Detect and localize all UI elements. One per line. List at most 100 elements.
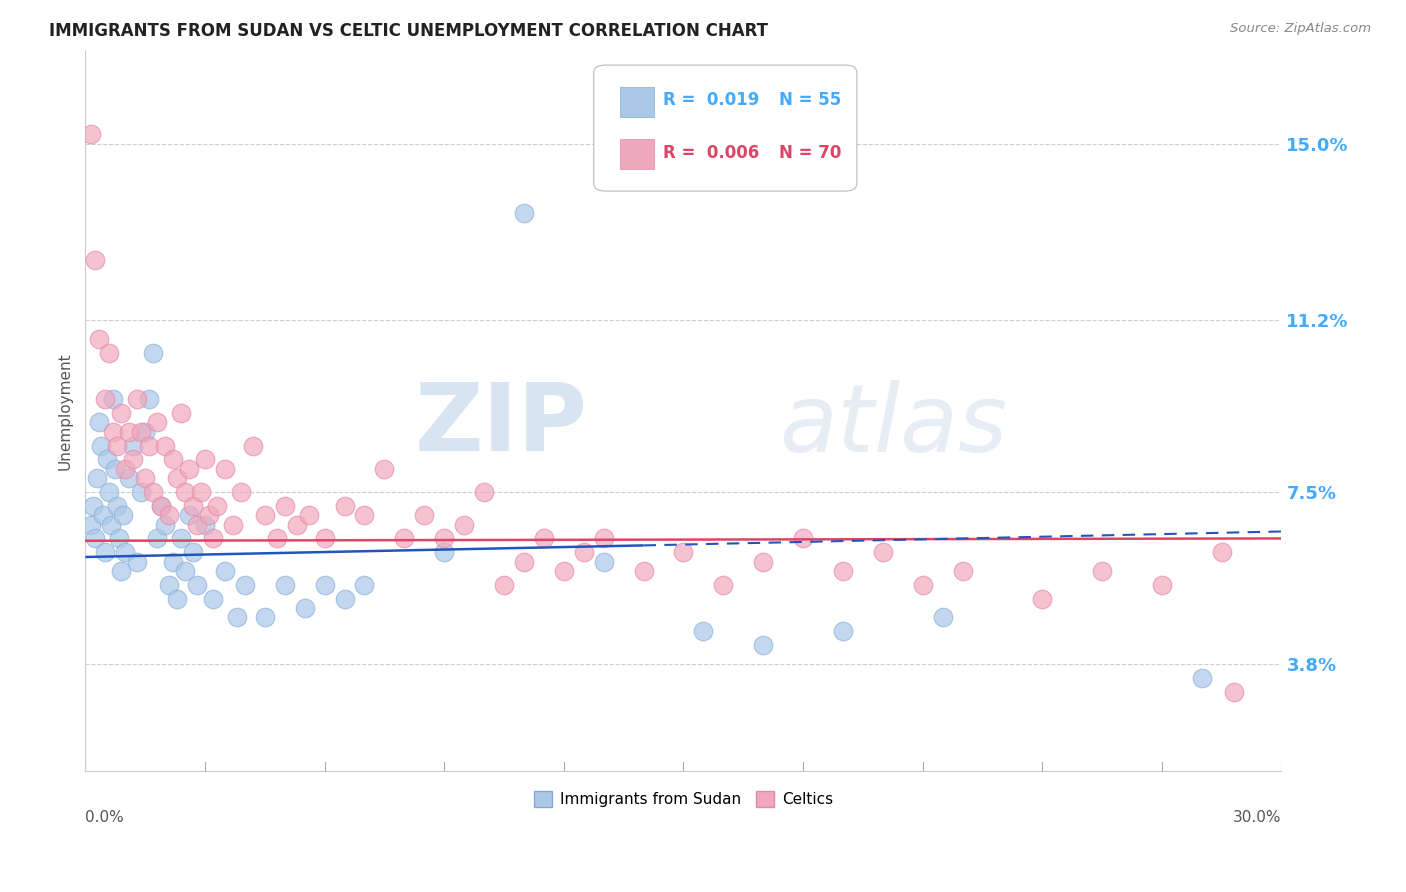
Text: N = 70: N = 70 [779,144,841,162]
Point [233,578,256,592]
Y-axis label: Unemployment: Unemployment [58,351,72,469]
Point [146,415,169,429]
Point [373,462,395,476]
Point [433,545,456,559]
Point [84,252,107,267]
Point [285,517,308,532]
Point [114,462,136,476]
Point [1222,684,1244,698]
Point [186,517,208,532]
Point [112,508,135,523]
Point [314,532,336,546]
Text: R =  0.006: R = 0.006 [664,144,759,162]
Point [952,564,974,578]
Point [177,462,200,476]
Point [198,508,221,523]
Point [831,564,853,578]
Bar [620,139,654,169]
Point [1150,578,1173,592]
Point [592,532,614,546]
Point [186,578,208,592]
Point [214,564,236,578]
Point [1091,564,1114,578]
Point [122,452,145,467]
Point [672,545,695,559]
Point [513,555,536,569]
Point [134,425,156,439]
Legend: Immigrants from Sudan, Celtics: Immigrants from Sudan, Celtics [527,785,839,814]
Point [89,332,111,346]
Point [170,406,193,420]
Point [553,564,575,578]
Point [205,499,228,513]
Point [105,438,128,452]
Point [110,564,132,578]
Point [242,438,264,452]
Point [122,438,145,452]
Point [911,578,934,592]
Point [157,508,180,523]
Point [98,485,121,500]
Point [572,545,595,559]
Point [162,452,184,467]
Point [1031,591,1053,606]
Point [253,610,276,624]
Point [353,508,375,523]
Point [142,485,165,500]
Text: 0.0%: 0.0% [86,810,124,825]
Point [274,499,297,513]
Point [89,415,111,429]
Point [162,555,184,569]
Point [150,499,173,513]
Point [492,578,515,592]
Point [98,345,121,359]
Point [692,624,714,639]
Point [170,532,193,546]
Point [314,578,336,592]
Point [229,485,252,500]
Point [94,545,117,559]
Point [84,532,107,546]
Point [633,564,655,578]
Point [100,517,122,532]
Point [872,545,894,559]
Text: IMMIGRANTS FROM SUDAN VS CELTIC UNEMPLOYMENT CORRELATION CHART: IMMIGRANTS FROM SUDAN VS CELTIC UNEMPLOY… [49,22,768,40]
Point [253,508,276,523]
Point [298,508,321,523]
Point [153,517,176,532]
Point [752,555,775,569]
Point [472,485,495,500]
Point [214,462,236,476]
Point [711,578,734,592]
Point [433,532,456,546]
Point [190,485,212,500]
Point [82,499,104,513]
Text: atlas: atlas [779,380,1007,471]
Point [90,438,112,452]
Point [94,392,117,406]
Point [86,471,108,485]
Point [222,517,245,532]
Point [792,532,814,546]
Point [752,638,775,652]
Text: ZIP: ZIP [415,379,588,471]
Point [394,532,416,546]
Point [513,206,536,220]
Point [931,610,953,624]
Point [294,601,316,615]
Point [274,578,297,592]
Point [174,564,197,578]
Text: N = 55: N = 55 [779,91,841,109]
Point [201,532,224,546]
Point [831,624,853,639]
Point [104,462,127,476]
Text: R =  0.019: R = 0.019 [664,91,759,109]
Bar [620,87,654,117]
Point [138,438,160,452]
Point [80,128,103,142]
Point [201,591,224,606]
Point [194,517,217,532]
Point [333,499,356,513]
Point [103,392,125,406]
Point [266,532,288,546]
